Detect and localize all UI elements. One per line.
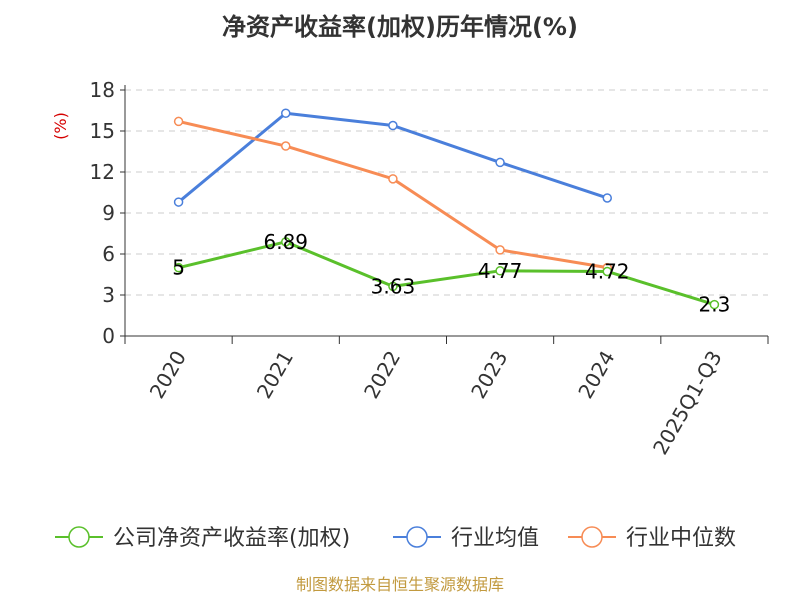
series-point: [495, 245, 505, 255]
legend-marker: [581, 526, 603, 548]
y-axis-label: (%): [51, 112, 70, 140]
y-tick-label: 18: [90, 78, 115, 102]
legend-item[interactable]: 行业中位数: [568, 526, 736, 551]
data-label: 4.77: [478, 259, 523, 283]
legend-marker: [406, 526, 428, 548]
series-point: [173, 262, 184, 273]
legend-label: 行业中位数: [626, 526, 736, 551]
series-point: [388, 120, 398, 131]
series-point: [281, 237, 291, 247]
x-tick-label: 2021: [252, 347, 298, 403]
y-tick-label: 12: [90, 160, 115, 184]
legend-item[interactable]: 行业均值: [393, 526, 539, 551]
series-point: [173, 197, 184, 207]
y-tick-label: 0: [102, 324, 115, 348]
data-label: 2.3: [699, 293, 731, 317]
series-point: [388, 281, 398, 292]
series-point: [495, 157, 505, 168]
series-point: [602, 266, 612, 277]
chart-title: 净资产收益率(加权)历年情况(%): [222, 13, 578, 41]
axes: 0 3 6 9 12 15 18 2020 2021 2022 2023 2024 2025Q1-Q3: [90, 78, 769, 459]
series-point: [495, 266, 505, 276]
series-line: [178, 240, 715, 306]
y-tick-label: 3: [102, 283, 115, 307]
data-label: 3.63: [371, 274, 416, 298]
source-note: 制图数据来自恒生聚源数据库: [296, 575, 504, 594]
legend-label: 公司净资产收益率(加权): [113, 526, 350, 551]
series-point: [281, 108, 291, 118]
legend[interactable]: 公司净资产收益率(加权) 行业均值 行业中位数: [55, 526, 736, 551]
data-label: 5: [172, 256, 185, 280]
series-point: [388, 174, 398, 184]
series-lines: [173, 108, 720, 310]
series-point: [709, 299, 720, 310]
y-tick-label: 15: [90, 119, 115, 143]
legend-item[interactable]: 公司净资产收益率(加权): [55, 526, 350, 551]
x-tick-label: 2025Q1-Q3: [648, 347, 727, 459]
series-point: [173, 116, 184, 127]
data-labels: 5 6.89 3.63 4.77 4.72 2.3: [172, 230, 730, 317]
y-tick-label: 9: [102, 201, 115, 225]
y-tick-label: 6: [102, 242, 115, 266]
x-tick-label: 2022: [359, 347, 405, 403]
series-point: [281, 141, 291, 151]
legend-marker: [68, 526, 90, 548]
data-label: 4.72: [585, 259, 630, 283]
series-point: [602, 193, 612, 203]
grid-lines: [125, 89, 768, 296]
legend-label: 行业均值: [451, 526, 539, 551]
series-line: [178, 119, 608, 270]
x-tick-label: 2020: [145, 347, 191, 403]
data-label: 6.89: [263, 230, 308, 254]
x-tick-label: 2024: [573, 347, 619, 403]
x-tick-label: 2023: [466, 347, 512, 403]
